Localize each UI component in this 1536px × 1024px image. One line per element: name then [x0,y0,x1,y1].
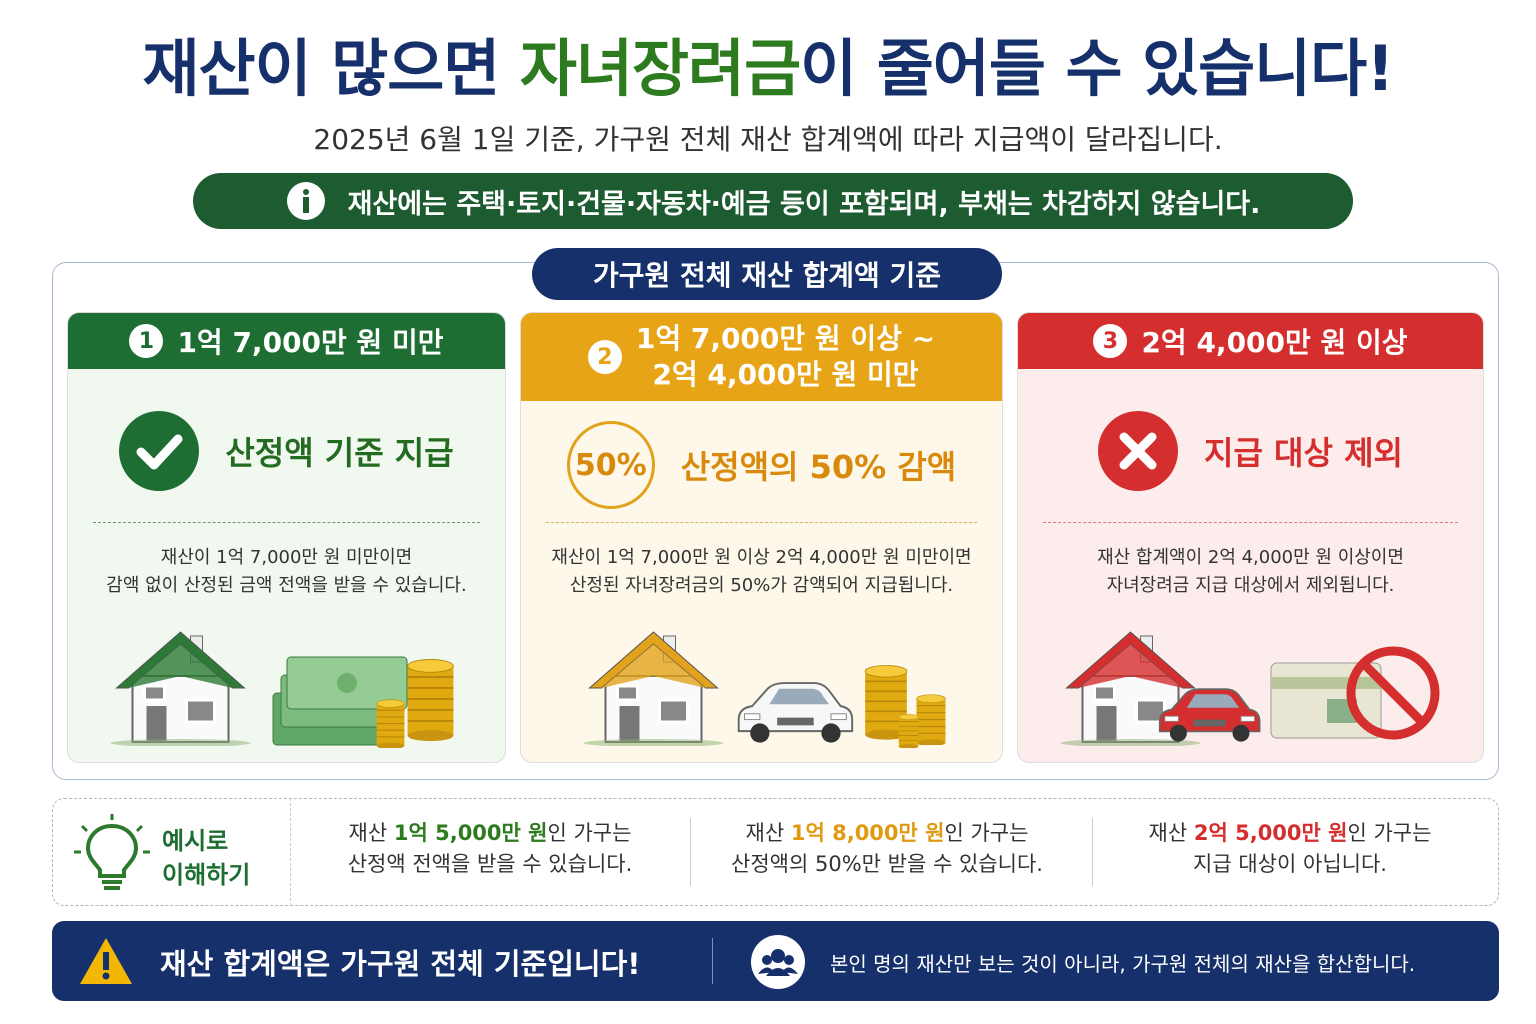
footer-detail: 본인 명의 재산만 보는 것이 아니라, 가구원 전체의 재산을 합산합니다. [830,952,1416,976]
illustration [108,630,455,748]
footer-headline: 재산 합계액은 가구원 전체 기준입니다! [160,947,641,981]
example-amount: 2억 5,000만 원 [1193,821,1348,845]
result-text: 지급 대상 제외 [1204,434,1403,472]
divider [93,522,480,523]
card-result: 산정액 기준 지급 [68,411,505,491]
check-icon [119,411,200,491]
desc-line: 감액 없이 산정된 금액 전액을 받을 수 있습니다. [106,575,467,596]
divider [1092,818,1093,886]
card-number: 2 [587,340,622,374]
section-label: 가구원 전체 재산 합계액 기준 [532,248,1002,300]
range-line: 1억 7,000만 원 이상 ~ [635,322,936,355]
people-icon [751,935,805,989]
subtitle: 2025년 6월 1일 기준, 가구원 전체 재산 합계액에 따라 지급액이 달… [313,123,1223,156]
example-prefix: 재산 [1148,821,1188,845]
example-line: 산정액 전액을 받을 수 있습니다. [347,852,633,876]
divider [290,798,291,906]
card-number: 1 [129,324,164,358]
illustration [1058,630,1440,746]
label-line: 이해하기 [162,861,251,889]
desc-line: 재산 합계액이 2억 4,000만 원 이상이면 [1097,547,1404,568]
card-range: 2억 4,000만 원 이상 [1141,326,1408,359]
result-text: 산정액의 50% 감액 [680,448,957,486]
notice-text: 재산에는 주택·토지·건물·자동차·예금 등이 포함되며, 부채는 차감하지 않… [347,188,1261,220]
divider [1043,522,1458,523]
card-result: 50% 산정액의 50% 감액 [521,421,1002,509]
card: 1 1억 7,000만 원 미만 산정액 기준 지급 재산이 1억 7,000만… [67,312,506,763]
divider [690,818,691,886]
examples-box [52,798,1499,906]
example-prefix: 재산 [348,821,388,845]
title-part: 재산이 많으면 [142,32,500,105]
divider [546,522,977,523]
percent-badge: 50% [566,421,655,509]
card: 2 1억 7,000만 원 이상 ~2억 4,000만 원 미만 50% 산정액… [520,312,1003,763]
x-icon [1098,411,1179,491]
example-suffix: 인 가구는 [944,821,1029,845]
divider [712,938,713,984]
label-line: 예시로 [162,827,229,855]
card-range: 1억 7,000만 원 미만 [177,326,444,359]
example-suffix: 인 가구는 [1347,821,1432,845]
card-header: 2 1억 7,000만 원 이상 ~2억 4,000만 원 미만 [521,313,1002,401]
desc-line: 산정된 자녀장려금의 50%가 감액되어 지급됩니다. [569,575,954,596]
warning-icon [80,938,132,984]
desc-line: 자녀장려금 지급 대상에서 제외됩니다. [1106,575,1395,596]
info-icon [286,182,325,220]
example-prefix: 재산 [745,821,785,845]
example-amount: 1억 8,000만 원 [790,821,945,845]
range-line: 2억 4,000만 원 미만 [652,358,919,391]
card: 3 2억 4,000만 원 이상 지급 대상 제외 재산 합계액이 2억 4,0… [1017,312,1484,763]
desc-line: 재산이 1억 7,000만 원 이상 2억 4,000만 원 미만이면 [551,547,972,568]
title: 재산이 많으면 자녀장려금이 줄어들 수 있습니다! [0,18,1536,108]
example-suffix: 인 가구는 [547,821,632,845]
notice: 재산에는 주택·토지·건물·자동차·예금 등이 포함되며, 부채는 차감하지 않… [193,173,1353,229]
title-highlight: 자녀장려금 [519,32,801,105]
card-header: 1 1억 7,000만 원 미만 [68,313,505,369]
example-line: 지급 대상이 아닙니다. [1193,852,1387,876]
bulb-icon [74,814,150,890]
card-number: 3 [1093,324,1128,358]
illustration [581,630,947,748]
example-line: 산정액의 50%만 받을 수 있습니다. [731,852,1043,876]
example-amount: 1억 5,000만 원 [393,821,548,845]
card-header: 3 2억 4,000만 원 이상 [1018,313,1483,369]
card-range: 1억 7,000만 원 이상 ~2억 4,000만 원 미만 [636,321,935,393]
desc-line: 재산이 1억 7,000만 원 미만이면 [160,547,413,568]
title-part: 이 줄어들 수 있습니다! [800,32,1394,105]
card-result: 지급 대상 제외 [1018,411,1483,491]
result-text: 산정액 기준 지급 [225,434,454,472]
